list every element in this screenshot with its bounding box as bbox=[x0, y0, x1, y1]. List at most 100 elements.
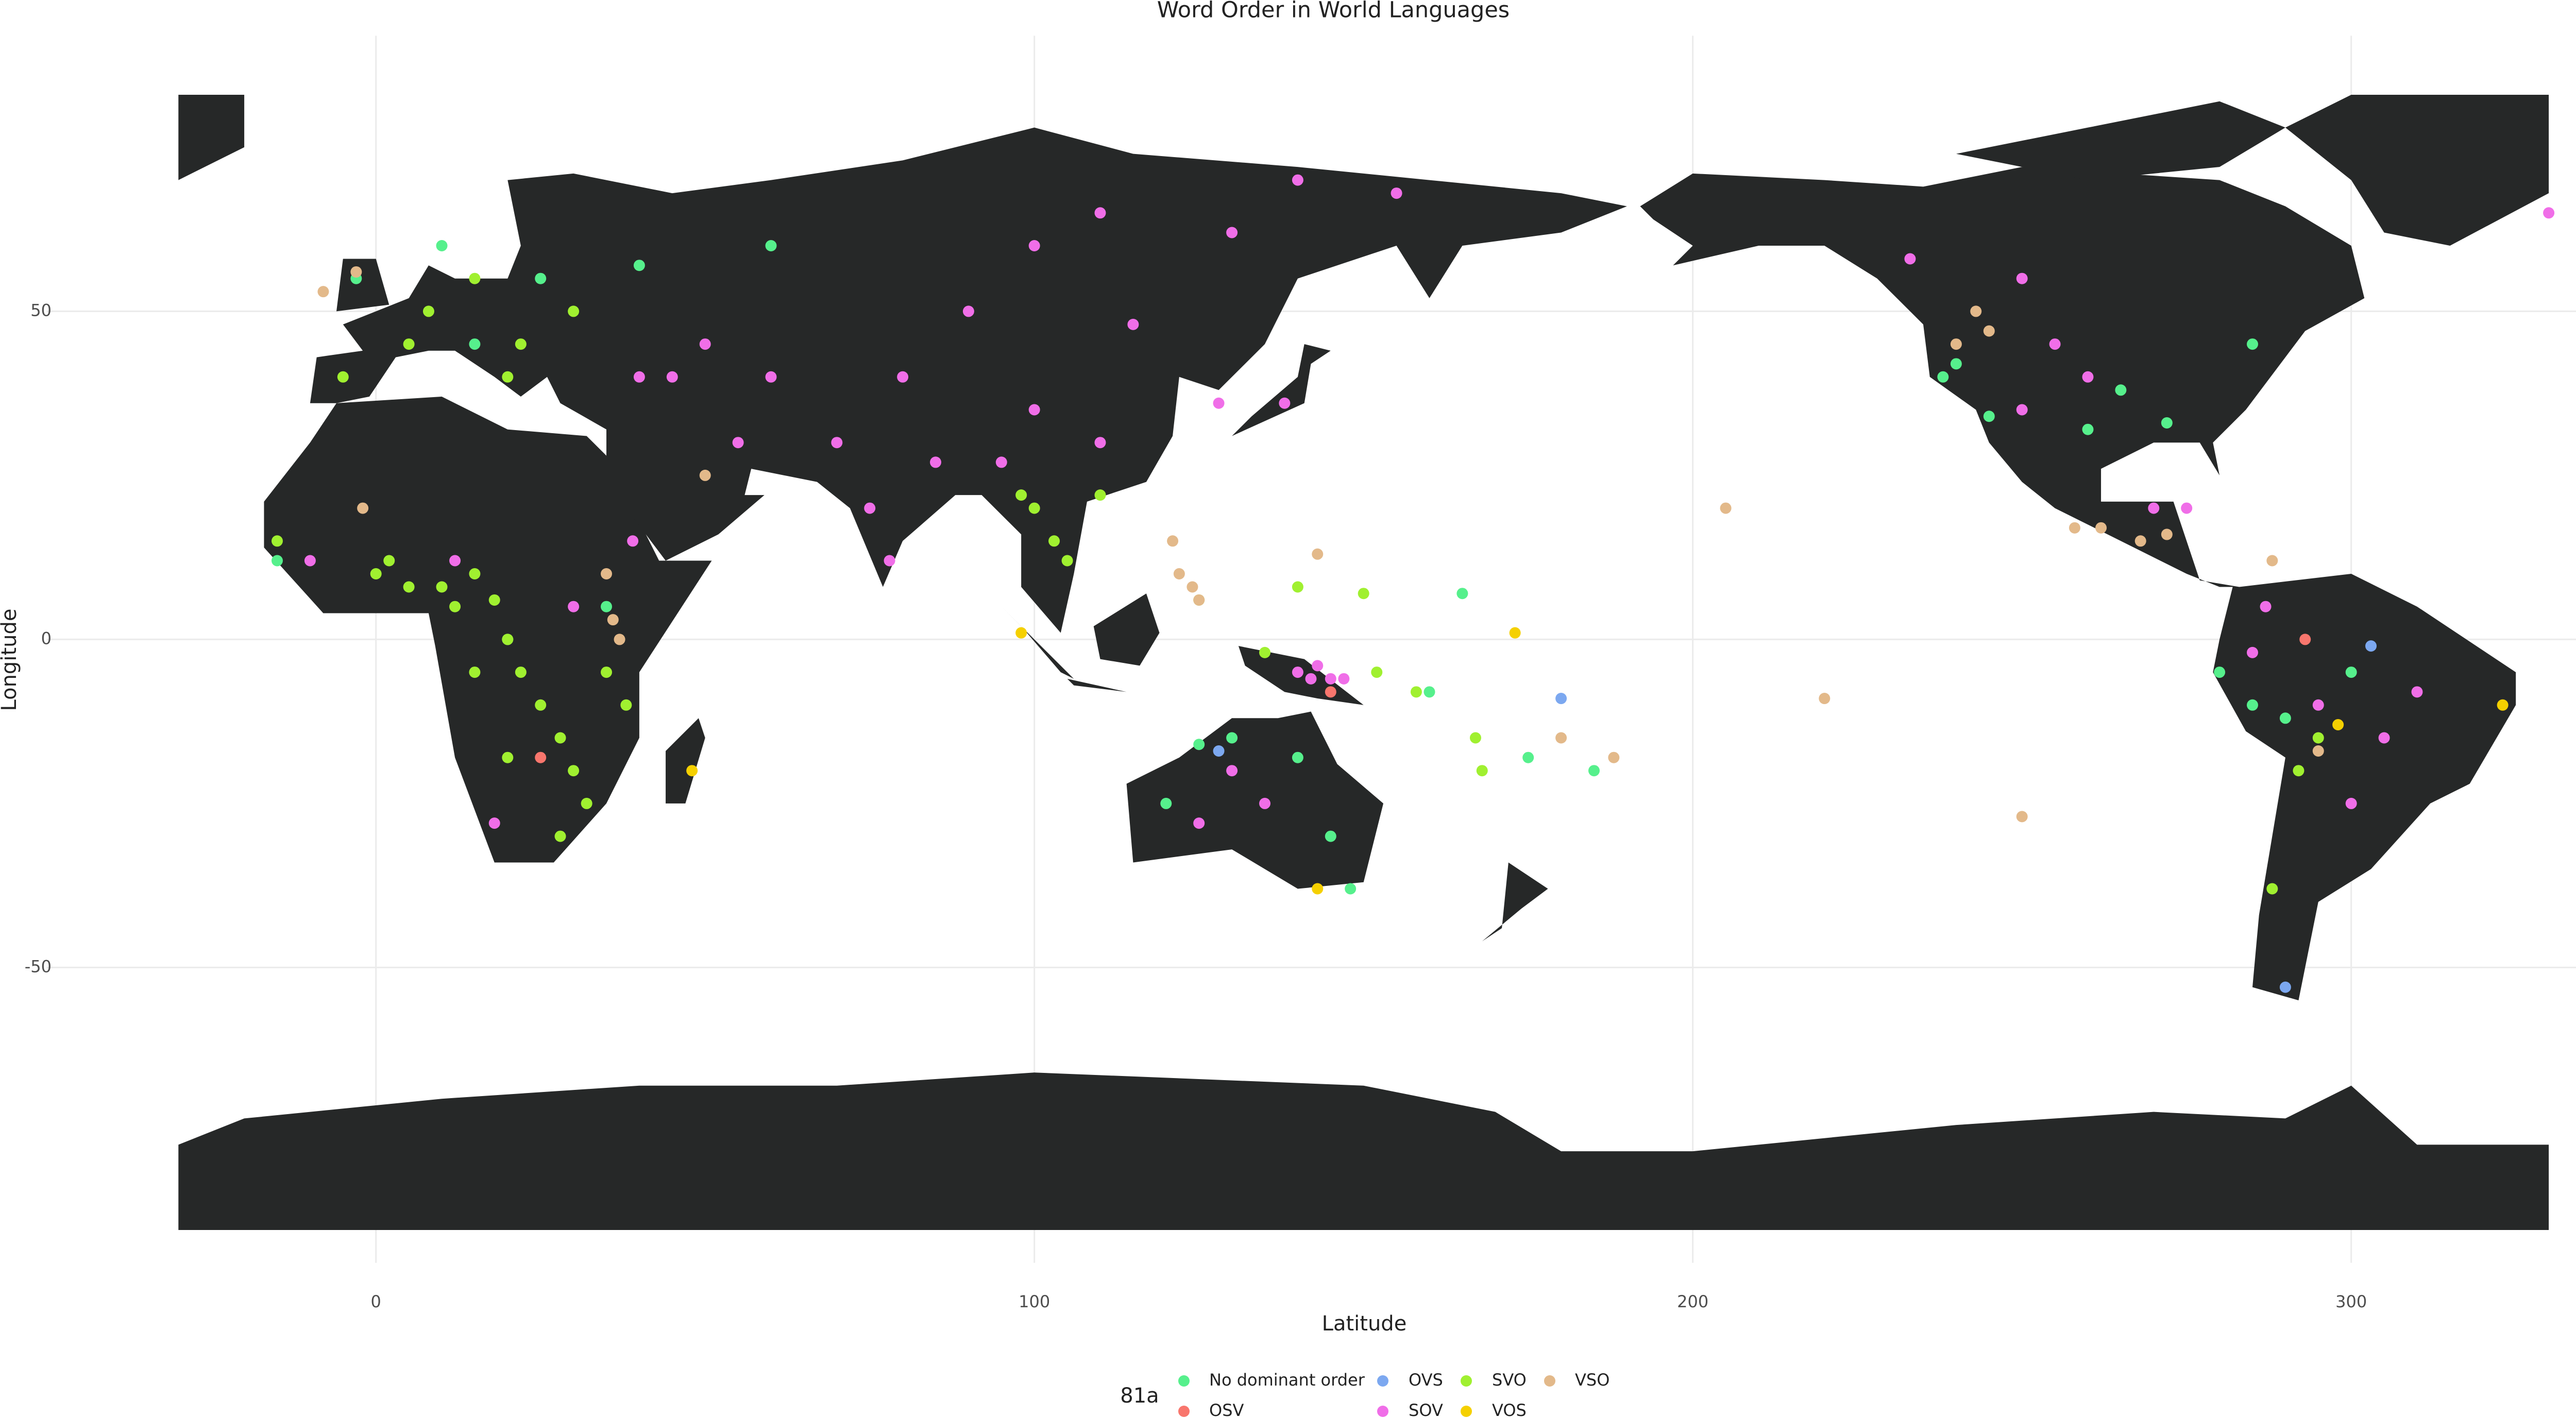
point bbox=[633, 260, 645, 271]
point bbox=[502, 371, 514, 383]
point bbox=[2312, 699, 2324, 711]
point bbox=[607, 614, 619, 626]
point bbox=[272, 535, 283, 547]
point bbox=[383, 555, 395, 567]
point bbox=[2279, 712, 2291, 724]
point bbox=[765, 371, 777, 383]
point bbox=[403, 338, 415, 350]
point bbox=[554, 830, 566, 842]
point bbox=[2247, 646, 2258, 658]
point bbox=[568, 601, 580, 612]
point bbox=[1819, 693, 1831, 705]
point bbox=[1187, 581, 1198, 593]
point bbox=[449, 555, 461, 567]
point bbox=[864, 502, 876, 514]
chart-title: Word Order in World Languages bbox=[1157, 0, 1510, 23]
point bbox=[1160, 797, 1172, 809]
point bbox=[1555, 693, 1567, 705]
point bbox=[1983, 411, 1995, 422]
point bbox=[2049, 338, 2061, 350]
legend-label: SOV bbox=[1409, 1400, 1443, 1418]
point bbox=[581, 797, 592, 809]
point bbox=[2365, 640, 2377, 652]
point bbox=[1983, 325, 1995, 337]
point bbox=[535, 272, 547, 284]
point bbox=[1338, 673, 1350, 685]
point bbox=[1292, 581, 1303, 593]
point bbox=[1358, 588, 1369, 600]
point bbox=[449, 601, 461, 612]
point bbox=[995, 456, 1007, 468]
point bbox=[1292, 751, 1303, 763]
legend-swatch bbox=[1377, 1375, 1388, 1387]
point bbox=[699, 338, 711, 350]
legend-swatch bbox=[1178, 1406, 1190, 1417]
point bbox=[601, 601, 612, 612]
point bbox=[1469, 732, 1481, 744]
point bbox=[2378, 732, 2390, 744]
point bbox=[1312, 660, 1324, 672]
point bbox=[436, 581, 448, 593]
point bbox=[1456, 588, 1468, 600]
point bbox=[1312, 883, 1324, 895]
point bbox=[1213, 745, 1225, 757]
point bbox=[469, 338, 481, 350]
point bbox=[488, 594, 500, 606]
x-tick-label: 0 bbox=[371, 1292, 381, 1311]
point bbox=[1193, 594, 1205, 606]
point bbox=[732, 437, 744, 449]
point bbox=[1193, 817, 1205, 829]
point bbox=[2312, 745, 2324, 757]
point bbox=[422, 305, 434, 317]
point bbox=[2260, 601, 2272, 612]
point bbox=[337, 371, 349, 383]
point bbox=[1226, 227, 1238, 238]
point bbox=[317, 286, 329, 298]
x-axis-label: Latitude bbox=[1322, 1312, 1407, 1336]
point bbox=[627, 535, 639, 547]
point bbox=[1193, 739, 1205, 750]
point bbox=[831, 437, 843, 449]
point bbox=[2293, 765, 2304, 777]
point bbox=[1094, 437, 1106, 449]
point bbox=[1226, 765, 1238, 777]
point bbox=[554, 732, 566, 744]
legend-swatch bbox=[1461, 1406, 1472, 1417]
point bbox=[272, 555, 283, 567]
point bbox=[962, 305, 974, 317]
point bbox=[2411, 686, 2423, 698]
world-map bbox=[178, 94, 2549, 1230]
point bbox=[2181, 502, 2193, 514]
point bbox=[1937, 371, 1949, 383]
point bbox=[357, 502, 369, 514]
point bbox=[1325, 673, 1336, 685]
point bbox=[930, 456, 941, 468]
point bbox=[1094, 207, 1106, 219]
point bbox=[1028, 240, 1040, 251]
point bbox=[601, 568, 612, 579]
legend-title: 81a bbox=[1120, 1384, 1159, 1408]
point bbox=[502, 634, 514, 645]
point bbox=[2345, 797, 2357, 809]
point bbox=[1028, 404, 1040, 416]
point bbox=[2161, 528, 2173, 540]
point bbox=[304, 555, 316, 567]
point bbox=[699, 469, 711, 481]
point bbox=[1127, 318, 1139, 330]
legend-label: SVO bbox=[1492, 1370, 1527, 1390]
point bbox=[2497, 699, 2509, 711]
point bbox=[2312, 732, 2324, 744]
point bbox=[1423, 686, 1435, 698]
point bbox=[2279, 981, 2291, 993]
point bbox=[1226, 732, 1238, 744]
legend-label: OVS bbox=[1409, 1370, 1443, 1390]
point bbox=[535, 751, 547, 763]
point bbox=[2543, 207, 2555, 219]
point bbox=[1904, 253, 1916, 265]
points bbox=[272, 174, 2555, 993]
point bbox=[1015, 627, 1027, 639]
point bbox=[884, 555, 895, 567]
point bbox=[403, 581, 415, 593]
point bbox=[1061, 555, 1073, 567]
